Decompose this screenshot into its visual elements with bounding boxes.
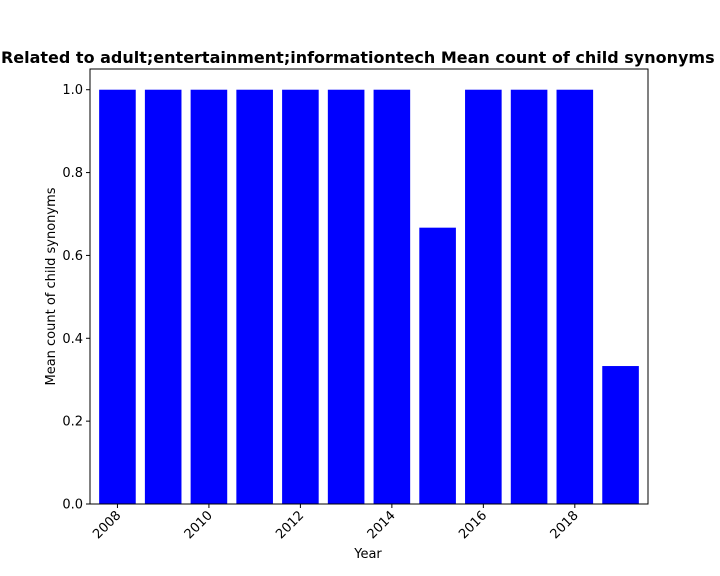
y-tick-label: 0.2 (62, 415, 83, 430)
y-tick-label: 0.6 (62, 249, 83, 264)
bar-2009 (144, 89, 182, 504)
chart-title: Related to adult;entertainment;informati… (1, 48, 720, 67)
x-tick-label: 2008 (90, 508, 124, 542)
x-axis-label: Year (353, 547, 382, 562)
bar-2008 (99, 89, 136, 504)
y-tick-label: 0.0 (62, 498, 83, 513)
x-tick-label: 2012 (273, 508, 307, 542)
x-axis: 2008 2010 2012 2014 2016 2018 (90, 504, 582, 542)
bar-2019 (602, 366, 639, 504)
bar-2018 (556, 89, 594, 504)
bar-2010 (190, 89, 228, 504)
y-tick-label: 0.8 (62, 166, 83, 181)
bar-2014 (373, 89, 411, 504)
bar-2012 (282, 89, 319, 504)
bar-2013 (327, 89, 365, 504)
bars (99, 89, 639, 504)
y-axis: 0.0 0.2 0.4 0.6 0.8 1.0 (62, 83, 90, 513)
y-tick-label: 1.0 (62, 83, 83, 98)
y-axis-label: Mean count of child synonyms (44, 187, 59, 385)
bar-2017 (510, 89, 548, 504)
bar-2011 (236, 89, 273, 504)
bar-2016 (465, 89, 502, 504)
x-tick-label: 2016 (456, 508, 490, 542)
x-tick-label: 2018 (548, 508, 582, 542)
y-tick-label: 0.4 (62, 332, 83, 347)
bar-2015 (419, 227, 456, 504)
x-tick-label: 2014 (365, 508, 399, 542)
x-tick-label: 2010 (182, 508, 216, 542)
plot-frame (89, 68, 649, 505)
